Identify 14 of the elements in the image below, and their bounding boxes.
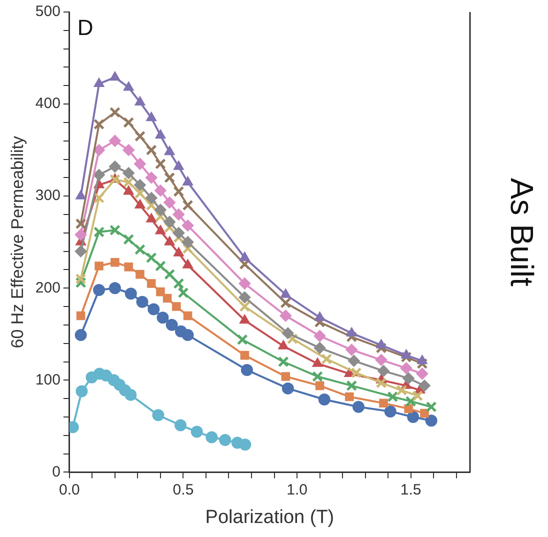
y-tick-label: 100	[35, 371, 60, 388]
annotation: D	[77, 15, 94, 40]
y-tick-label: 500	[35, 3, 60, 20]
x-tick-label: 1.0	[286, 481, 308, 498]
y-tick-label: 0	[52, 463, 60, 480]
y-axis-title: 60 Hz Effective Permeability	[8, 135, 27, 348]
x-axis-title: Polarization (T)	[205, 506, 334, 528]
text: As Built	[504, 178, 540, 286]
x-tick-label: 0.5	[172, 481, 194, 498]
y-tick-label: 200	[35, 279, 60, 296]
x-tick-label: 0.0	[58, 481, 80, 498]
y-tick-label: 400	[35, 95, 60, 112]
y-tick-label: 300	[35, 187, 60, 204]
x-tick-label: 1.5	[400, 481, 422, 498]
